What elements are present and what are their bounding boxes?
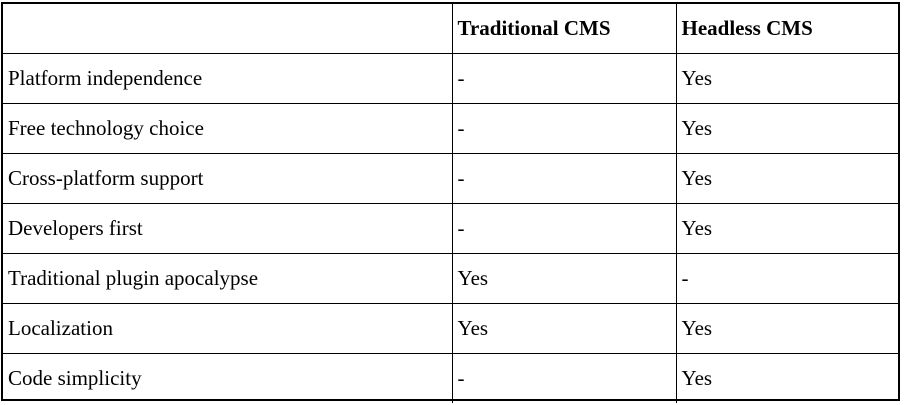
header-cell-headless-cms: Headless CMS <box>675 4 898 54</box>
table-row: Localization Yes Yes <box>3 303 898 354</box>
traditional-cms-cell: - <box>451 53 677 104</box>
feature-cell: Platform independence <box>3 53 453 104</box>
table-row: Cross-platform support - Yes <box>3 153 898 204</box>
feature-cell: Cross-platform support <box>3 153 453 204</box>
headless-cms-cell: Yes <box>675 103 898 154</box>
table-row: Developers first - Yes <box>3 203 898 254</box>
feature-cell: Code simplicity <box>3 353 453 403</box>
headless-cms-cell: Yes <box>675 203 898 254</box>
feature-cell: Traditional plugin apocalypse <box>3 253 453 304</box>
header-cell-feature <box>3 4 453 54</box>
traditional-cms-cell: Yes <box>451 253 677 304</box>
headless-cms-cell: Yes <box>675 353 898 403</box>
feature-cell: Developers first <box>3 203 453 254</box>
table-row: Traditional plugin apocalypse Yes - <box>3 253 898 304</box>
traditional-cms-cell: Yes <box>451 303 677 354</box>
table-row: Code simplicity - Yes <box>3 353 898 403</box>
headless-cms-cell: - <box>675 253 898 304</box>
traditional-cms-cell: - <box>451 103 677 154</box>
feature-cell: Localization <box>3 303 453 354</box>
table-row: Free technology choice - Yes <box>3 103 898 154</box>
header-cell-traditional-cms: Traditional CMS <box>451 4 677 54</box>
table-row: Platform independence - Yes <box>3 53 898 104</box>
table-header-row: Traditional CMS Headless CMS <box>3 4 898 54</box>
traditional-cms-cell: - <box>451 353 677 403</box>
comparison-table: Traditional CMS Headless CMS Platform in… <box>3 4 898 403</box>
headless-cms-cell: Yes <box>675 153 898 204</box>
traditional-cms-cell: - <box>451 153 677 204</box>
feature-cell: Free technology choice <box>3 103 453 154</box>
headless-cms-cell: Yes <box>675 303 898 354</box>
headless-cms-cell: Yes <box>675 53 898 104</box>
traditional-cms-cell: - <box>451 203 677 254</box>
